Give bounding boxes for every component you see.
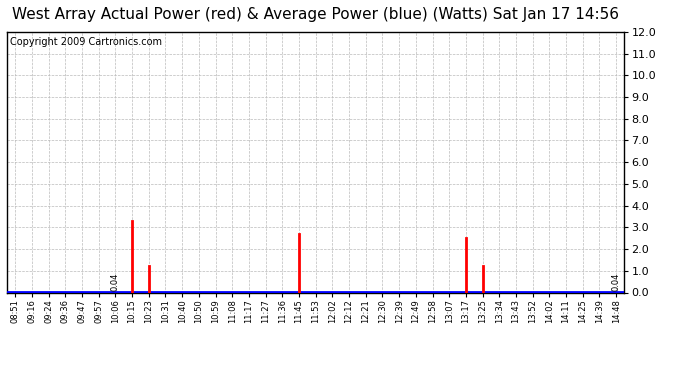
Text: Copyright 2009 Cartronics.com: Copyright 2009 Cartronics.com: [10, 37, 162, 47]
Text: West Array Actual Power (red) & Average Power (blue) (Watts) Sat Jan 17 14:56: West Array Actual Power (red) & Average …: [12, 8, 619, 22]
Text: 0.04: 0.04: [611, 272, 620, 291]
Text: 0.04: 0.04: [111, 272, 120, 291]
